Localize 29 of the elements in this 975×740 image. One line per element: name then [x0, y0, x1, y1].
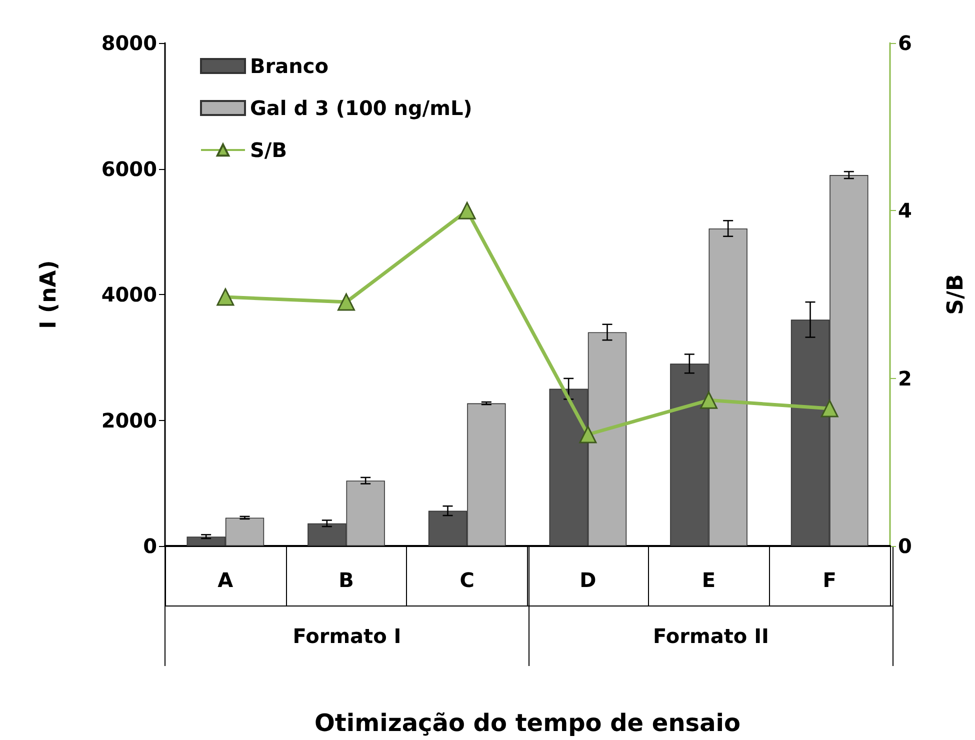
y-tick-label: 4000 — [101, 282, 157, 306]
x-tick-label: F — [822, 568, 836, 592]
y-tick-label: 2000 — [101, 408, 157, 432]
x-tick-label: B — [338, 568, 354, 592]
y2-tick-label: 6 — [898, 31, 912, 55]
x-tick-label: C — [460, 568, 474, 592]
point — [216, 288, 234, 306]
y-tick-label: 0 — [143, 534, 157, 558]
y-tick-label: 8000 — [101, 31, 157, 55]
point — [458, 202, 476, 220]
x-tick-label: D — [580, 568, 596, 592]
legend-label: S/B — [250, 138, 287, 162]
point — [820, 400, 838, 418]
y2-tick-label: 2 — [898, 366, 912, 390]
y-axis-title: I (nA) — [36, 260, 62, 329]
legend-label: Branco — [250, 54, 328, 78]
y2-tick-label: 4 — [898, 198, 912, 223]
text: Formato II — [653, 624, 769, 648]
point — [579, 426, 597, 444]
y-tick-label: 6000 — [101, 156, 157, 181]
point — [338, 293, 355, 311]
legend-label: Gal d 3 (100 ng/mL) — [250, 96, 472, 120]
text: Formato I — [292, 624, 402, 648]
x-tick-label: E — [702, 568, 716, 592]
x-tick-label: A — [218, 568, 234, 592]
y2-tick-label: 0 — [898, 534, 912, 558]
point — [700, 391, 718, 409]
y2-axis-title: S/B — [944, 274, 968, 315]
x-axis-title: Otimização do tempo de ensaio — [314, 709, 740, 737]
